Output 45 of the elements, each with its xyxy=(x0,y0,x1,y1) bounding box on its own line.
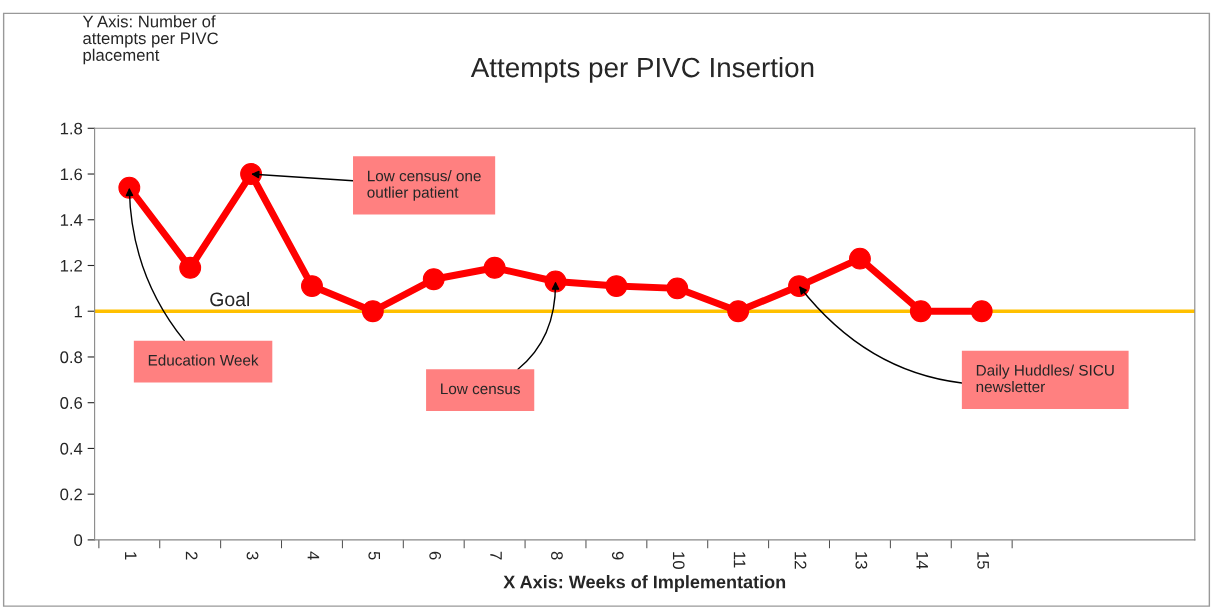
x-tick-label: 12 xyxy=(794,552,807,569)
x-tick-label: 1 xyxy=(125,552,137,560)
y-tick-label: 1 xyxy=(74,305,82,318)
x-tick-label: 3 xyxy=(246,551,259,560)
annotation: Daily Huddles/ SICU newsletter xyxy=(976,364,1114,393)
point xyxy=(727,300,750,323)
point xyxy=(361,300,384,323)
x-tick-label: 11 xyxy=(733,552,746,568)
x-axis-title: X Axis: Weeks of Implementation xyxy=(503,575,786,592)
point xyxy=(666,277,689,300)
point xyxy=(118,176,141,199)
point xyxy=(422,268,445,291)
point xyxy=(970,300,993,323)
y-tick-label: 0.8 xyxy=(60,351,83,364)
x-tick-label: 8 xyxy=(551,551,563,560)
x-tick-label: 7 xyxy=(490,551,502,560)
x-tick-label: 10 xyxy=(672,552,685,569)
x-tick-label: 6 xyxy=(429,551,442,560)
y-axis-title: Y Axis: Number of attempts per PIVC placement xyxy=(82,15,219,65)
y-tick-label: 0.2 xyxy=(60,488,82,501)
y-tick-label: 0.4 xyxy=(60,442,83,455)
y-tick-label: 1.8 xyxy=(60,122,83,135)
y-tick-label: 1.4 xyxy=(60,214,83,226)
y-tick-label: 1.6 xyxy=(60,168,83,181)
x-tick-label: 15 xyxy=(977,552,989,569)
point xyxy=(301,275,323,298)
point xyxy=(483,256,506,279)
x-tick-label: 2 xyxy=(185,551,198,560)
x-tick-label: 4 xyxy=(307,551,320,560)
x-tick-label: 14 xyxy=(916,552,928,570)
annotation: Education Week xyxy=(148,354,259,366)
point xyxy=(179,256,202,279)
y-tick-label: 1.2 xyxy=(60,259,82,272)
chart-title: Attempts per PIVC Insertion xyxy=(470,56,814,83)
ref-line-label: Goal xyxy=(210,291,250,307)
x-tick-label: 13 xyxy=(855,552,868,569)
y-tick-label: 0 xyxy=(74,534,83,547)
point xyxy=(909,300,932,323)
point xyxy=(605,275,628,298)
x-tick-label: 9 xyxy=(611,551,624,560)
point xyxy=(849,247,871,270)
annotation: Low census xyxy=(441,383,520,395)
annotation: Low census/ one outlier patient xyxy=(367,170,481,201)
x-tick-label: 5 xyxy=(368,551,381,560)
y-tick-label: 0.6 xyxy=(60,397,83,409)
